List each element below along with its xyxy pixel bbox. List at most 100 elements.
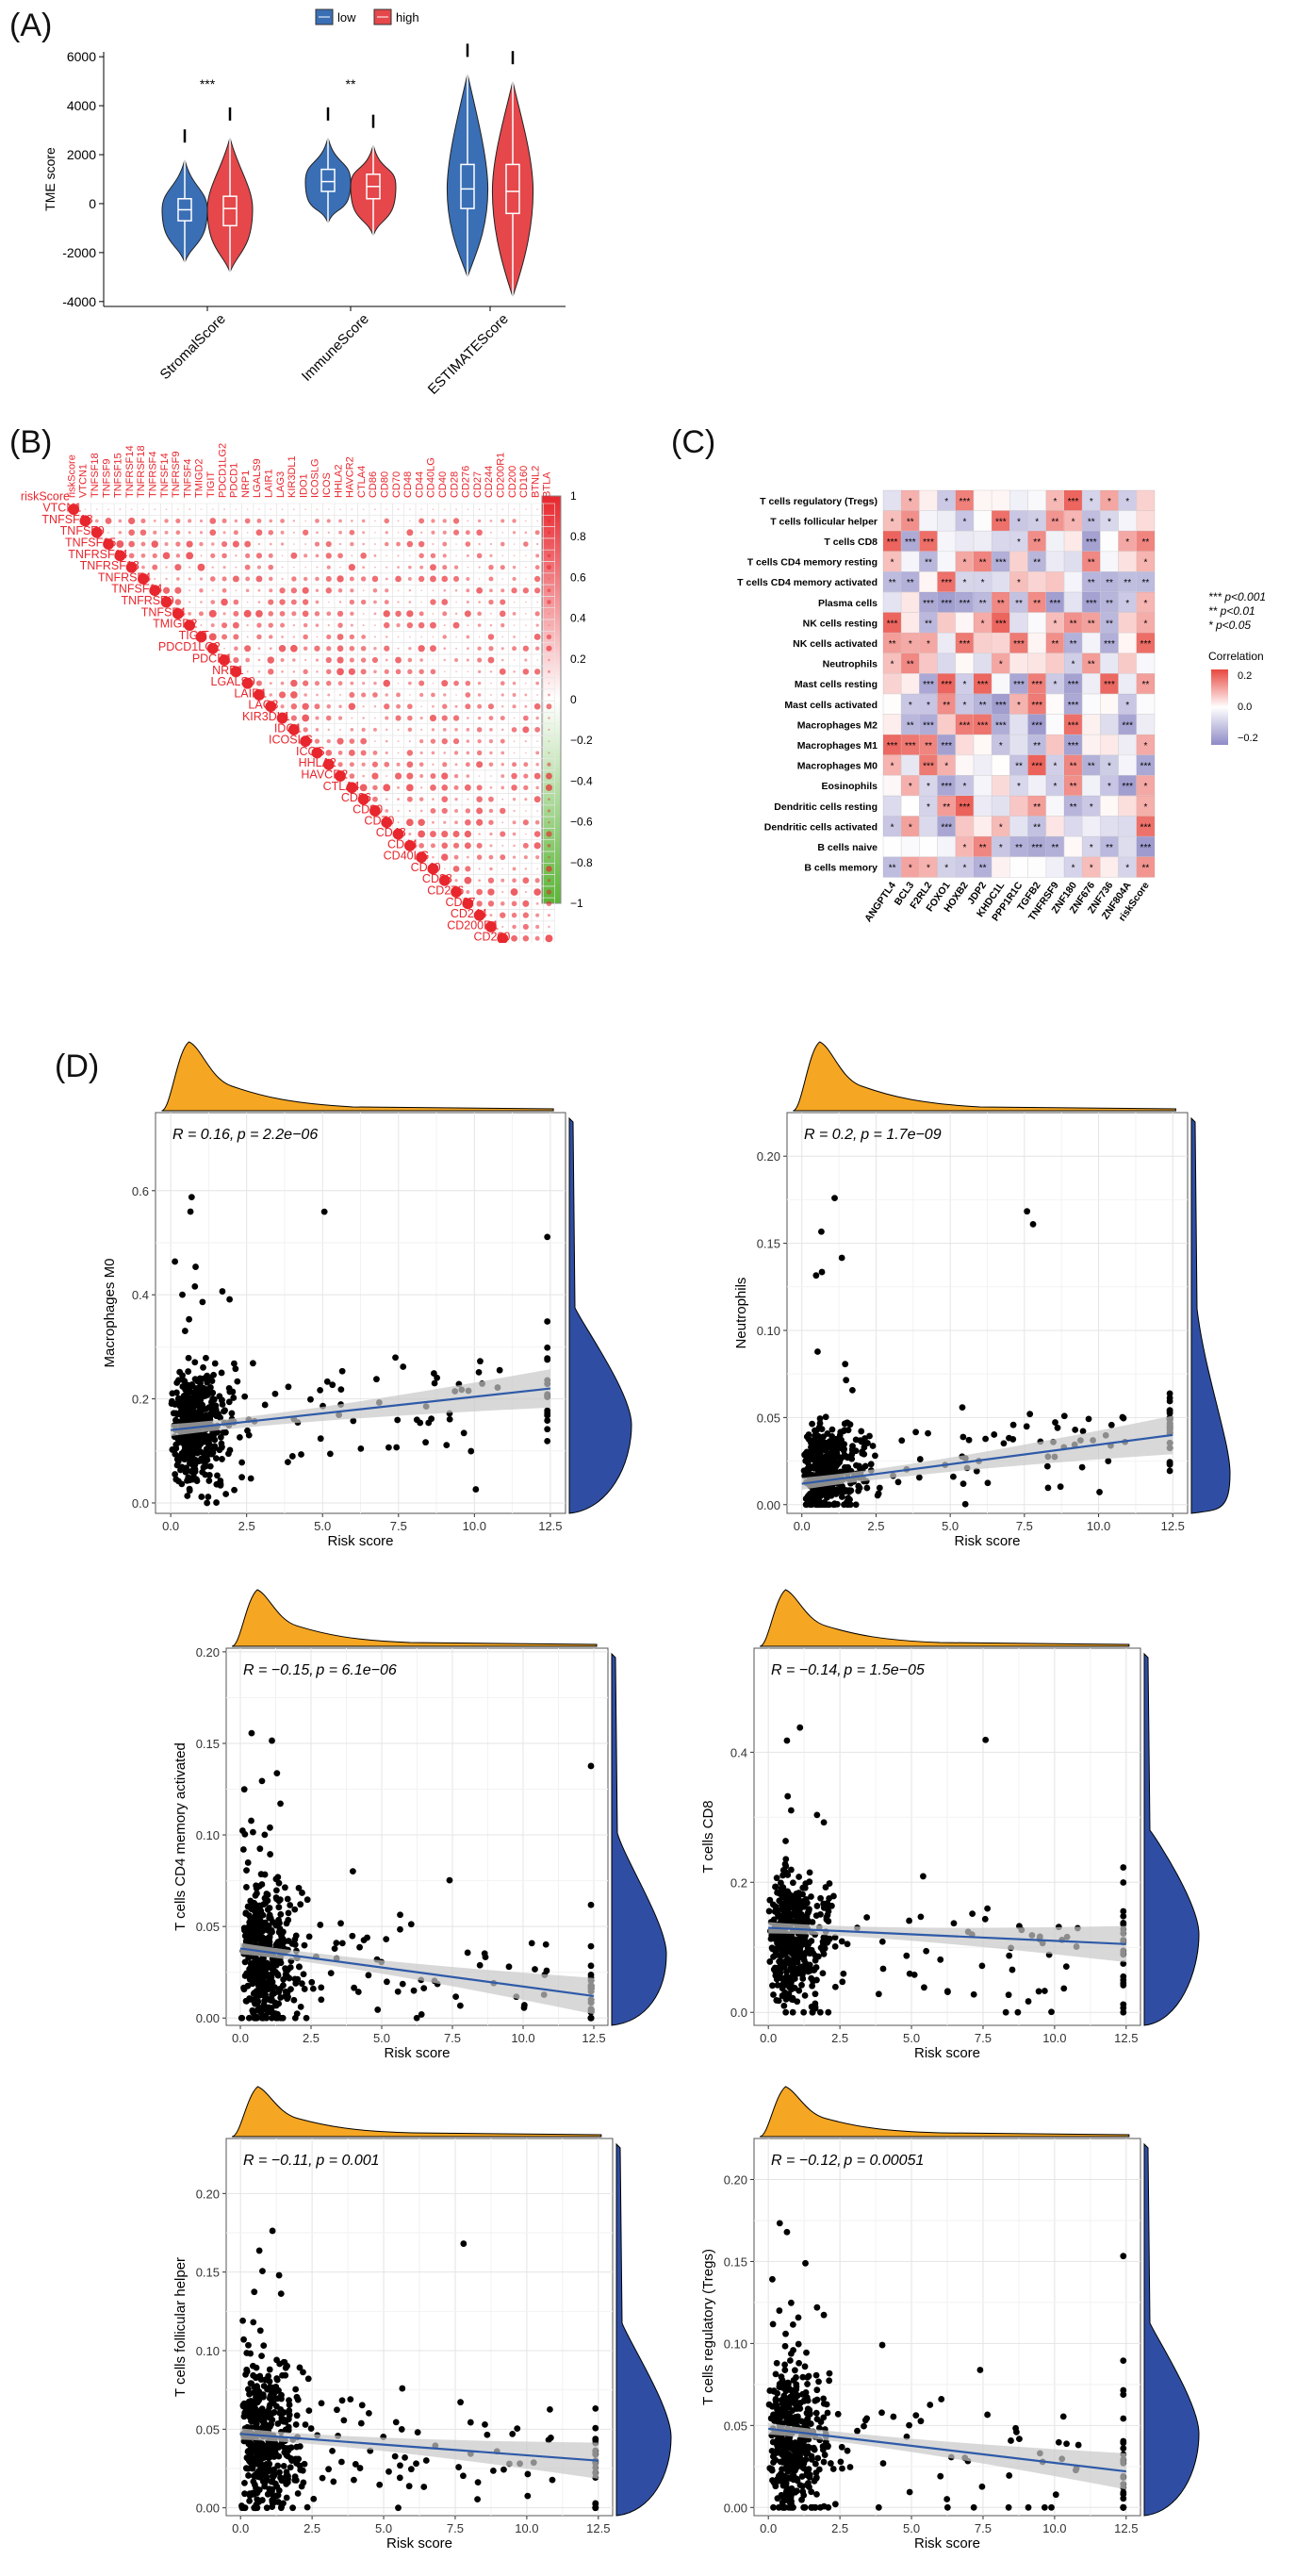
scatter-point — [788, 1996, 796, 2003]
corr-circle — [443, 508, 446, 510]
scatter-point — [317, 1387, 324, 1394]
heat-cell — [1064, 490, 1083, 511]
scatter-point — [329, 1381, 336, 1389]
heat-star: ** — [979, 843, 987, 853]
heat-cell — [1009, 490, 1028, 511]
heat-cell — [1009, 673, 1028, 694]
scatter-point — [428, 1415, 435, 1423]
corr-circle — [290, 703, 298, 710]
corr-circle — [256, 634, 262, 640]
corr-circle — [536, 694, 539, 696]
heat-star: ** — [1015, 762, 1023, 772]
corr-circle — [451, 886, 462, 898]
scatter-point — [176, 1368, 184, 1376]
scatter-point — [331, 1945, 338, 1953]
corr-circle — [349, 762, 354, 768]
corr-circle — [522, 912, 529, 918]
corr-circle — [280, 657, 285, 663]
corr-circle — [513, 740, 516, 742]
corr-circle — [534, 819, 540, 825]
corr-circle — [153, 530, 157, 535]
heat-cell — [1136, 612, 1155, 634]
corr-circle — [454, 808, 459, 813]
heat-cell — [992, 816, 1010, 837]
heat-star: ** — [1033, 822, 1041, 833]
corr-circle — [304, 543, 307, 545]
scatter-point — [349, 1868, 356, 1875]
scatter-point — [1120, 1414, 1127, 1422]
corr-circle — [525, 810, 527, 812]
scatter-point — [1079, 1428, 1087, 1435]
scatter-point — [1096, 1489, 1103, 1495]
corr-circle — [279, 599, 286, 605]
scatter-point — [872, 1452, 878, 1460]
scatter-point — [812, 2004, 819, 2010]
heat-star: *** — [887, 537, 898, 548]
heat-cell — [974, 754, 993, 776]
scatter-point — [839, 1483, 845, 1490]
corr-circle — [210, 600, 216, 604]
y-tick-label: 0.2 — [132, 1393, 149, 1407]
scatter-point — [249, 1360, 256, 1367]
corr-circle — [151, 540, 159, 548]
corr-circle — [211, 508, 214, 510]
x-tick-label: 2.5 — [831, 2031, 848, 2045]
heat-cell — [901, 775, 920, 796]
scatter-point — [338, 1940, 346, 1947]
heat-star: *** — [1068, 720, 1079, 731]
heat-star: ** — [1088, 660, 1095, 670]
corr-circle — [221, 518, 227, 524]
corr-circle — [325, 540, 332, 548]
corr-circle — [397, 520, 400, 522]
scatter-point — [857, 1465, 863, 1473]
heat-cell — [1027, 754, 1046, 776]
scatter-point — [1120, 1864, 1127, 1871]
scatter-point — [544, 1355, 551, 1362]
scatter-point — [241, 1958, 249, 1966]
scatter-point — [1166, 1460, 1173, 1467]
heat-cell — [1027, 694, 1046, 715]
heat-star: *** — [1122, 782, 1133, 792]
corr-circle — [476, 854, 483, 860]
scatter-point — [186, 1485, 193, 1493]
corr-circle — [349, 529, 355, 536]
scatter-point — [544, 1412, 551, 1419]
corr-circle — [466, 576, 470, 581]
row-label-CD160: CD160 — [485, 942, 522, 943]
corr-circle — [407, 715, 413, 721]
corr-circle — [245, 553, 251, 558]
heat-cell — [1045, 754, 1064, 776]
corr-circle — [276, 712, 288, 724]
scatter-point — [385, 1444, 392, 1451]
corr-circle — [510, 888, 518, 896]
corr-circle — [374, 717, 376, 719]
corr-circle — [256, 622, 262, 628]
heat-cell — [1045, 775, 1064, 796]
corr-circle — [303, 576, 308, 582]
scatter-point — [773, 1874, 780, 1882]
corr-circle — [548, 613, 550, 615]
corr-circle — [500, 728, 504, 732]
scatter-point — [844, 1463, 851, 1471]
corr-circle — [397, 531, 400, 534]
scatter-point — [818, 1268, 826, 1276]
heat-cell — [1045, 856, 1064, 878]
corr-circle — [430, 575, 436, 583]
scatter-point — [532, 1966, 538, 1973]
scatter-point — [848, 1445, 856, 1453]
heat-star: *** — [1068, 701, 1079, 711]
scatter-point — [828, 1446, 836, 1453]
corr-circle — [523, 784, 529, 791]
scatter-point — [1120, 1907, 1127, 1915]
corr-circle — [452, 529, 460, 536]
corr-circle — [105, 518, 112, 524]
corr-circle — [360, 576, 367, 582]
corr-circle — [490, 508, 492, 510]
heat-star: * — [891, 762, 894, 772]
scatter-point — [264, 1906, 271, 1913]
corr-circle — [280, 681, 285, 685]
corr-circle — [373, 669, 377, 674]
heat-star: *** — [1086, 599, 1097, 609]
heat-row-label: B cells memory — [804, 863, 878, 874]
